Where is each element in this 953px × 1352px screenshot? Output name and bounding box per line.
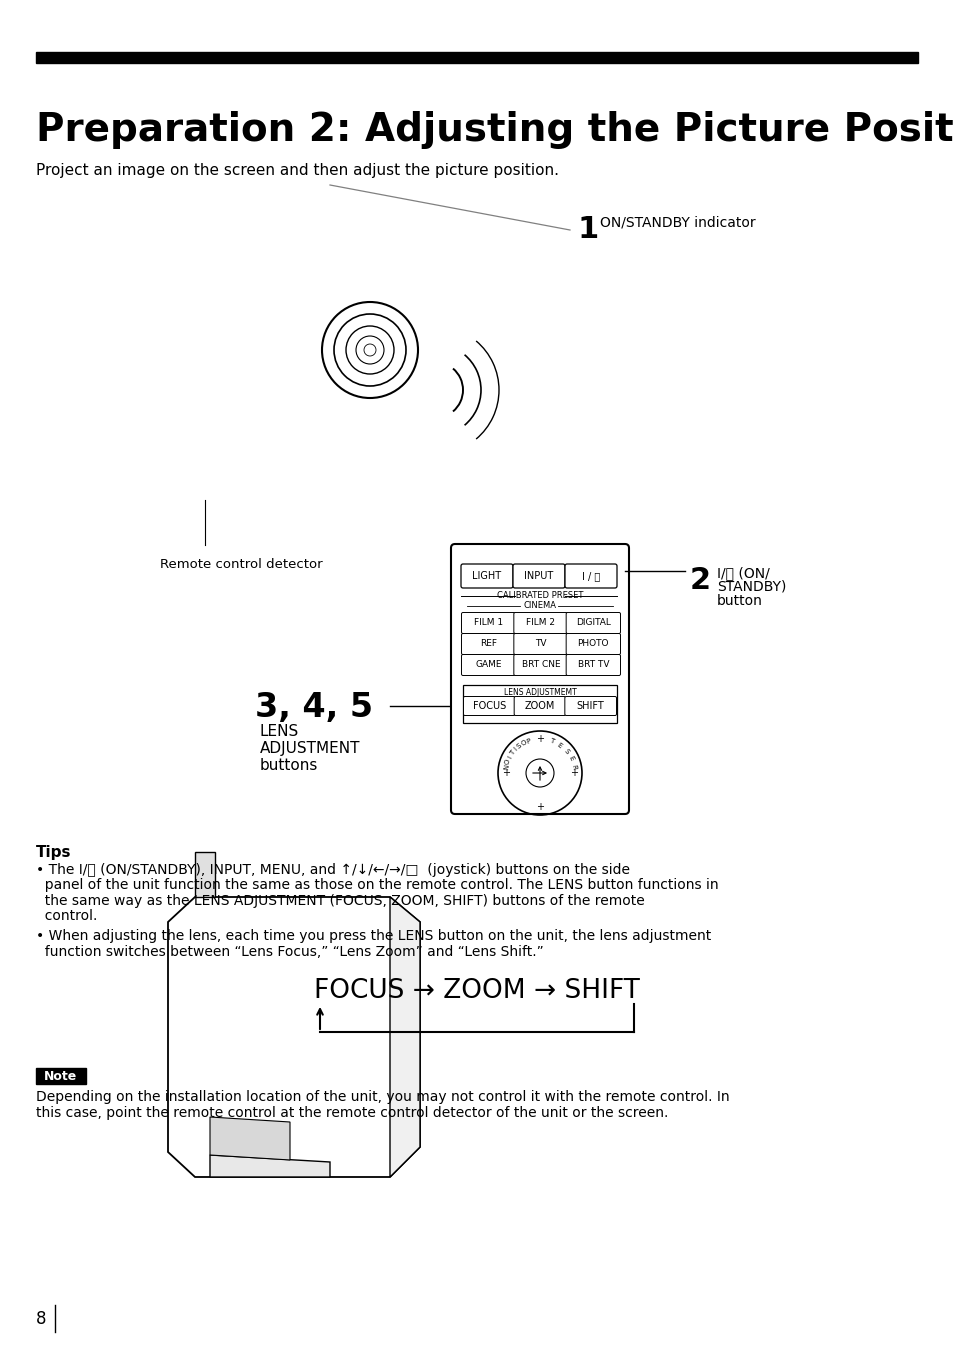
Polygon shape xyxy=(210,1117,290,1160)
Polygon shape xyxy=(390,896,419,1178)
Bar xyxy=(36,51,917,64)
Text: T: T xyxy=(548,737,554,745)
Text: Project an image on the screen and then adjust the picture position.: Project an image on the screen and then … xyxy=(36,164,558,178)
Text: LENS ADJUSTMEMT: LENS ADJUSTMEMT xyxy=(503,688,576,698)
FancyBboxPatch shape xyxy=(460,564,513,588)
Text: REF: REF xyxy=(479,639,497,649)
Text: ZOOM: ZOOM xyxy=(524,700,555,711)
Text: DIGITAL: DIGITAL xyxy=(576,618,610,627)
Text: E: E xyxy=(567,756,574,763)
FancyBboxPatch shape xyxy=(461,612,516,634)
Text: I: I xyxy=(513,746,518,752)
Text: this case, point the remote control at the remote control detector of the unit o: this case, point the remote control at t… xyxy=(36,1106,668,1119)
Text: +: + xyxy=(569,768,578,777)
Text: FILM 2: FILM 2 xyxy=(526,618,555,627)
Text: ON/STANDBY indicator: ON/STANDBY indicator xyxy=(599,215,755,228)
Text: function switches between “Lens Focus,” “Lens Zoom” and “Lens Shift.”: function switches between “Lens Focus,” … xyxy=(36,945,543,959)
Text: control.: control. xyxy=(36,910,97,923)
Text: Preparation 2: Adjusting the Picture Position: Preparation 2: Adjusting the Picture Pos… xyxy=(36,111,953,149)
Text: I / ⏻: I / ⏻ xyxy=(581,571,599,581)
Text: 2: 2 xyxy=(689,566,710,595)
Text: Depending on the installation location of the unit, you may not control it with : Depending on the installation location o… xyxy=(36,1090,729,1105)
Text: button: button xyxy=(717,594,762,608)
Text: O: O xyxy=(519,740,527,748)
FancyBboxPatch shape xyxy=(564,696,616,715)
FancyBboxPatch shape xyxy=(514,634,568,654)
Text: O: O xyxy=(503,758,511,765)
Text: CINEMA: CINEMA xyxy=(523,602,556,611)
Text: +: + xyxy=(501,768,510,777)
Bar xyxy=(462,685,617,723)
FancyBboxPatch shape xyxy=(451,544,628,814)
Text: LIGHT: LIGHT xyxy=(472,571,501,581)
FancyBboxPatch shape xyxy=(565,634,619,654)
Text: LENS: LENS xyxy=(260,725,299,740)
Text: I/⏻ (ON/: I/⏻ (ON/ xyxy=(717,566,769,580)
Text: R: R xyxy=(570,764,577,769)
Text: panel of the unit function the same as those on the remote control. The LENS but: panel of the unit function the same as t… xyxy=(36,879,718,892)
FancyBboxPatch shape xyxy=(514,612,568,634)
Text: CALIBRATED PRESET: CALIBRATED PRESET xyxy=(497,591,582,600)
Text: Tips: Tips xyxy=(36,845,71,860)
Text: GAME: GAME xyxy=(475,661,501,669)
FancyBboxPatch shape xyxy=(463,696,515,715)
Text: FILM 1: FILM 1 xyxy=(474,618,502,627)
FancyBboxPatch shape xyxy=(565,612,619,634)
Polygon shape xyxy=(210,1155,330,1178)
Text: S: S xyxy=(561,748,569,754)
FancyBboxPatch shape xyxy=(564,564,617,588)
Text: N: N xyxy=(502,764,510,771)
Text: INPUT: INPUT xyxy=(524,571,553,581)
Text: Remote control detector: Remote control detector xyxy=(160,558,322,571)
Text: • When adjusting the lens, each time you press the LENS button on the unit, the : • When adjusting the lens, each time you… xyxy=(36,929,711,942)
Text: BRT CNE: BRT CNE xyxy=(521,661,559,669)
Text: P: P xyxy=(525,738,531,745)
FancyBboxPatch shape xyxy=(514,696,565,715)
FancyBboxPatch shape xyxy=(513,564,564,588)
Text: • The I/⏻ (ON/STANDBY), INPUT, MENU, and ↑/↓/←/→/□  (joystick) buttons on the si: • The I/⏻ (ON/STANDBY), INPUT, MENU, and… xyxy=(36,863,629,877)
Text: BRT TV: BRT TV xyxy=(577,661,608,669)
Text: 8: 8 xyxy=(36,1310,47,1328)
Text: FOCUS: FOCUS xyxy=(473,700,505,711)
Text: 3, 4, 5: 3, 4, 5 xyxy=(254,691,373,725)
FancyBboxPatch shape xyxy=(461,654,516,676)
Text: SHIFT: SHIFT xyxy=(577,700,604,711)
Text: +: + xyxy=(536,802,543,813)
Bar xyxy=(36,1068,86,1084)
Text: E: E xyxy=(556,741,562,749)
Text: the same way as the LENS ADJUSTMENT (FOCUS, ZOOM, SHIFT) buttons of the remote: the same way as the LENS ADJUSTMENT (FOC… xyxy=(36,894,644,909)
Text: Note: Note xyxy=(45,1069,77,1083)
Text: ADJUSTMENT: ADJUSTMENT xyxy=(260,741,360,756)
Polygon shape xyxy=(194,852,214,896)
Text: S: S xyxy=(516,742,522,749)
Text: buttons: buttons xyxy=(260,758,318,773)
Text: T: T xyxy=(508,749,516,757)
FancyBboxPatch shape xyxy=(514,654,568,676)
Text: STANDBY): STANDBY) xyxy=(717,580,785,594)
FancyBboxPatch shape xyxy=(565,654,619,676)
Text: FOCUS → ZOOM → SHIFT: FOCUS → ZOOM → SHIFT xyxy=(314,977,639,1005)
Text: I: I xyxy=(506,756,513,760)
Text: TV: TV xyxy=(535,639,546,649)
FancyBboxPatch shape xyxy=(461,634,516,654)
Text: +: + xyxy=(536,734,543,744)
Text: 1: 1 xyxy=(578,215,598,243)
Text: PHOTO: PHOTO xyxy=(577,639,608,649)
